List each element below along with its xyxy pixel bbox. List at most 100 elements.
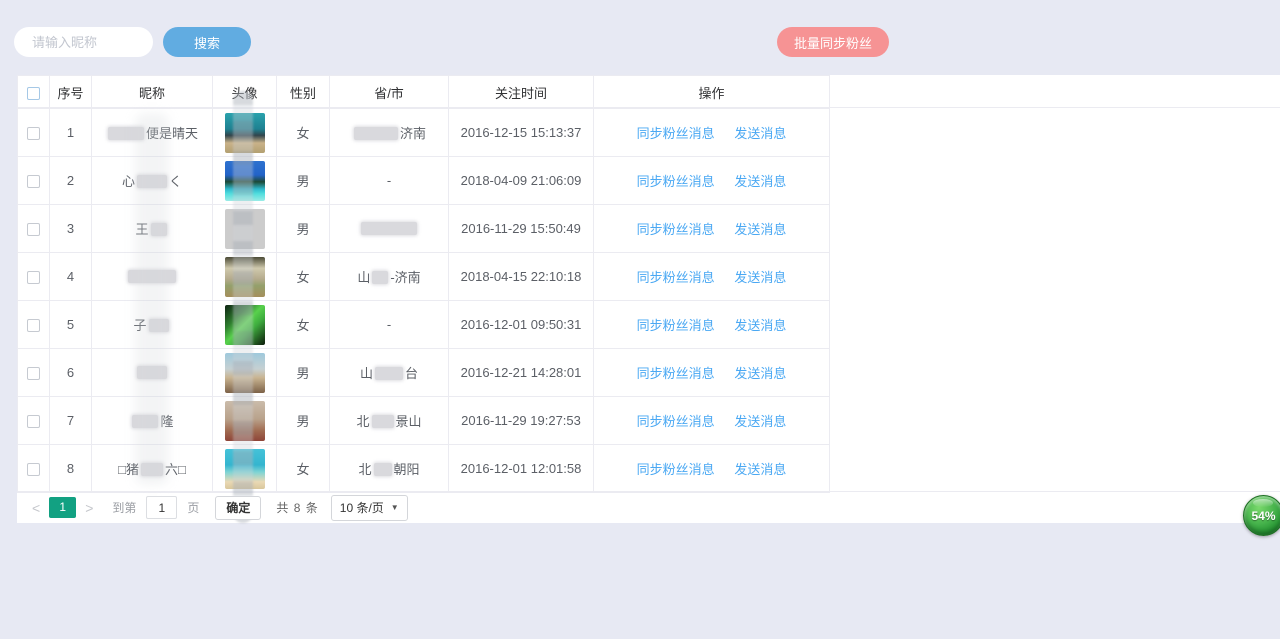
table-bottom-divider: [17, 491, 1280, 492]
row-index: 7: [49, 396, 92, 445]
avatar: [224, 256, 265, 297]
redacted-text: [375, 367, 403, 380]
table-row: 7 隆 男 北景山 2016-11-29 19:27:53 同步粉丝消息 发送消…: [17, 396, 830, 445]
page-size-select[interactable]: 10 条/页 ▼: [330, 494, 408, 521]
row-index: 2: [49, 156, 92, 205]
sync-fan-message-link[interactable]: 同步粉丝消息: [636, 366, 715, 381]
send-message-link[interactable]: 发送消息: [734, 318, 787, 333]
redacted-text: [128, 270, 176, 283]
follow-time-cell: 2016-12-01 09:50:31: [448, 300, 594, 349]
nickname-cell: [91, 252, 213, 301]
province-cell: -: [329, 300, 449, 349]
search-button[interactable]: 搜索: [163, 27, 251, 57]
sync-fan-message-link[interactable]: 同步粉丝消息: [636, 126, 715, 141]
table-row: 1 便是晴天 女 济南 2016-12-15 15:13:37 同步粉丝消息 发…: [17, 108, 830, 157]
avatar-cell: [212, 252, 277, 301]
avatar: [224, 304, 265, 345]
avatar: [224, 400, 265, 441]
toolbar: 搜索 批量同步粉丝: [0, 0, 1280, 75]
sync-fan-message-link[interactable]: 同步粉丝消息: [636, 318, 715, 333]
gender-cell: 男: [276, 204, 330, 253]
actions-cell: 同步粉丝消息 发送消息: [593, 348, 830, 397]
redacted-text: [137, 366, 167, 379]
follow-time-cell: 2018-04-15 22:10:18: [448, 252, 594, 301]
follow-time-cell: 2016-12-21 14:28:01: [448, 348, 594, 397]
header-divider: [17, 107, 1280, 108]
province-cell: -: [329, 156, 449, 205]
redacted-text: [132, 415, 159, 428]
row-index: 5: [49, 300, 92, 349]
row-checkbox[interactable]: [27, 367, 40, 381]
province-cell: [329, 204, 449, 253]
col-header-actions: 操作: [593, 75, 830, 109]
table-row: 5 子 女 - 2016-12-01 09:50:31 同步粉丝消息 发送消息: [17, 300, 830, 349]
row-checkbox[interactable]: [27, 223, 40, 237]
nickname-cell: 心く: [91, 156, 213, 205]
sync-fan-message-link[interactable]: 同步粉丝消息: [636, 174, 715, 189]
nickname-cell: 子: [91, 300, 213, 349]
row-checkbox[interactable]: [27, 415, 40, 429]
send-message-link[interactable]: 发送消息: [734, 126, 787, 141]
sync-fan-message-link[interactable]: 同步粉丝消息: [636, 414, 715, 429]
nickname-cell: 便是晴天: [91, 108, 213, 157]
actions-cell: 同步粉丝消息 发送消息: [593, 396, 830, 445]
nickname-cell: □猪 六□: [91, 444, 213, 493]
gender-cell: 男: [276, 348, 330, 397]
row-checkbox[interactable]: [27, 463, 40, 477]
confirm-button[interactable]: 确定: [215, 495, 262, 520]
row-index: 3: [49, 204, 92, 253]
avatar: [224, 208, 265, 249]
row-checkbox[interactable]: [27, 127, 40, 141]
follow-time-cell: 2018-04-09 21:06:09: [448, 156, 594, 205]
current-page-button[interactable]: 1: [49, 497, 77, 518]
gender-cell: 男: [276, 396, 330, 445]
gender-cell: 男: [276, 156, 330, 205]
progress-badge[interactable]: 54%: [1243, 495, 1280, 536]
redacted-text: [141, 463, 163, 476]
fans-table-body: 1 便是晴天 女 济南 2016-12-15 15:13:37 同步粉丝消息 发…: [17, 108, 830, 493]
row-checkbox[interactable]: [27, 175, 40, 189]
fans-table: 序号 昵称 头像 性别 省/市 关注时间 操作 1 便是晴天 女 济南 2016…: [17, 75, 830, 493]
row-checkbox[interactable]: [27, 319, 40, 333]
province-cell: 北朝阳: [329, 444, 449, 493]
follow-time-cell: 2016-12-01 12:01:58: [448, 444, 594, 493]
redacted-text: [373, 463, 392, 476]
sync-fan-message-link[interactable]: 同步粉丝消息: [636, 270, 715, 285]
table-row: 6 男 山台 2016-12-21 14:28:01 同步粉丝消息 发送消息: [17, 348, 830, 397]
row-index: 4: [49, 252, 92, 301]
row-index: 1: [49, 108, 92, 157]
send-message-link[interactable]: 发送消息: [734, 366, 787, 381]
prev-page-button[interactable]: <: [32, 499, 41, 516]
redacted-text: [353, 127, 398, 140]
sync-fan-message-link[interactable]: 同步粉丝消息: [636, 222, 715, 237]
next-page-button[interactable]: >: [85, 499, 94, 516]
redacted-text: [107, 127, 144, 140]
row-index: 6: [49, 348, 92, 397]
send-message-link[interactable]: 发送消息: [734, 270, 787, 285]
follow-time-cell: 2016-11-29 15:50:49: [448, 204, 594, 253]
send-message-link[interactable]: 发送消息: [734, 414, 787, 429]
col-header-gender: 性别: [276, 75, 330, 109]
gender-cell: 女: [276, 444, 330, 493]
select-all-checkbox[interactable]: [27, 86, 40, 100]
send-message-link[interactable]: 发送消息: [734, 174, 787, 189]
search-input[interactable]: [14, 27, 153, 57]
row-index: 8: [49, 444, 92, 493]
province-cell: 济南: [329, 108, 449, 157]
send-message-link[interactable]: 发送消息: [734, 222, 787, 237]
actions-cell: 同步粉丝消息 发送消息: [593, 108, 830, 157]
goto-page-input[interactable]: [146, 496, 178, 519]
redacted-text: [137, 175, 167, 188]
sync-fan-message-link[interactable]: 同步粉丝消息: [636, 462, 715, 477]
avatar-cell: [212, 156, 277, 205]
send-message-link[interactable]: 发送消息: [734, 462, 787, 477]
table-header-row: 序号 昵称 头像 性别 省/市 关注时间 操作: [17, 75, 830, 109]
row-checkbox[interactable]: [27, 271, 40, 285]
batch-sync-fans-button[interactable]: 批量同步粉丝: [777, 27, 890, 57]
gender-cell: 女: [276, 108, 330, 157]
col-header-nickname: 昵称: [91, 75, 213, 109]
progress-value: 54%: [1251, 508, 1276, 523]
col-header-avatar: 头像: [212, 75, 277, 109]
table-row: 8 □猪 六□ 女 北朝阳 2016-12-01 12:01:58 同步粉丝消息 …: [17, 444, 830, 493]
